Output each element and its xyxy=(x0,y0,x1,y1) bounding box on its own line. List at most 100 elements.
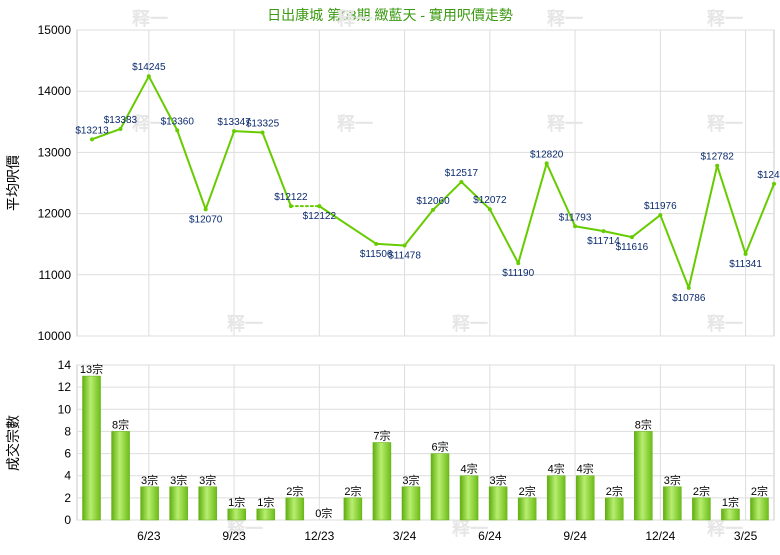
price-line-segment xyxy=(488,208,520,265)
volume-bar xyxy=(575,475,595,521)
watermark-text: 释一 xyxy=(132,114,168,134)
volume-y-tick-label: 8 xyxy=(64,424,71,438)
price-grid xyxy=(77,29,774,337)
volume-data-label: 6宗 xyxy=(431,440,448,454)
price-data-label: $11190 xyxy=(502,268,534,279)
volume-data-label: 2宗 xyxy=(693,484,710,498)
volume-data-label: 2宗 xyxy=(344,484,361,498)
volume-y-tick-label: 0 xyxy=(64,513,71,527)
volume-bar xyxy=(227,508,246,521)
volume-y-tick-label: 14 xyxy=(58,358,72,372)
price-line-segment xyxy=(318,205,378,245)
volume-bar xyxy=(198,486,217,521)
volume-bar xyxy=(372,442,392,521)
price-point xyxy=(431,207,435,212)
watermark-text: 释一 xyxy=(337,114,373,134)
price-line-segment xyxy=(432,180,463,211)
price-y-tick-label: 12000 xyxy=(38,207,72,221)
volume-bar xyxy=(256,508,276,521)
x-tick-label: 12/23 xyxy=(304,529,334,543)
volume-bar xyxy=(750,497,769,521)
price-point xyxy=(516,261,521,266)
price-point xyxy=(288,204,293,209)
volume-bar xyxy=(140,486,159,521)
price-point xyxy=(715,163,720,168)
price-point xyxy=(260,130,265,135)
volume-data-label: 3宗 xyxy=(141,473,158,487)
volume-y-tick-label: 6 xyxy=(64,447,71,461)
price-line-segment xyxy=(375,242,406,247)
price-data-label: $11976 xyxy=(644,201,677,212)
price-panel-frame xyxy=(76,29,775,337)
price-line-segment xyxy=(602,230,633,239)
volume-bar xyxy=(111,431,130,521)
price-data-label: $13347 xyxy=(217,117,251,128)
price-point xyxy=(203,207,208,212)
watermark-text: 释一 xyxy=(452,314,488,334)
price-y-tick-label: 14000 xyxy=(38,84,72,98)
volume-bar xyxy=(663,486,682,521)
volume-panel: 释一 释一 释一 0 2 4 6 8 10 12 14 13宗 8宗 3宗 3宗 3宗 1宗 1宗 2宗 0宗 2宗… xyxy=(5,358,775,543)
volume-data-label: 3宗 xyxy=(402,473,419,487)
price-data-label: $14245 xyxy=(132,62,166,73)
volume-bar xyxy=(459,475,479,521)
volume-data-labels: 13宗 8宗 3宗 3宗 3宗 1宗 1宗 2宗 0宗 2宗 7宗 3宗 6宗 4宗 3宗 2宗 4宗 4宗 2宗 8… xyxy=(80,362,768,520)
chart-title: 日出康城 第03期 緻藍天 - 實用呎價走勢 xyxy=(267,7,513,23)
price-data-label: $12122 xyxy=(303,211,337,222)
volume-bar xyxy=(343,497,363,521)
price-line-segment xyxy=(545,162,577,228)
volume-bar xyxy=(82,375,101,521)
price-data-label: $11478 xyxy=(388,251,421,262)
price-point xyxy=(374,241,379,246)
volume-data-label: 4宗 xyxy=(461,462,478,476)
price-line-segment xyxy=(233,130,264,134)
price-line-segment xyxy=(659,214,690,289)
volume-bar xyxy=(692,497,711,521)
price-point xyxy=(402,243,407,248)
price-data-label: $11506 xyxy=(360,249,393,260)
price-line-segment xyxy=(204,130,236,211)
x-tick-label: 9/23 xyxy=(222,529,246,543)
price-data-label: $11793 xyxy=(559,212,592,223)
price-data-label: $11616 xyxy=(616,242,649,253)
price-data-label: $11341 xyxy=(729,259,762,270)
price-data-label: $12517 xyxy=(445,168,479,179)
price-line-segment xyxy=(147,75,179,132)
volume-data-label: 1宗 xyxy=(722,495,739,509)
volume-bar xyxy=(546,475,566,521)
watermark-text: 释一 xyxy=(132,9,168,29)
volume-bars xyxy=(82,375,769,521)
watermark-text: 释一 xyxy=(707,519,743,539)
watermark-text: 释一 xyxy=(547,114,583,134)
volume-bar xyxy=(169,486,188,521)
watermark-text: 释一 xyxy=(452,519,488,539)
watermark-text: 释一 xyxy=(707,314,743,334)
volume-bar xyxy=(517,497,537,521)
volume-panel-frame xyxy=(76,364,775,521)
price-line-segment xyxy=(687,164,719,289)
price-data-label: $13383 xyxy=(104,115,138,126)
price-point xyxy=(146,74,151,79)
volume-data-label: 2宗 xyxy=(519,484,536,498)
volume-data-label: 13宗 xyxy=(80,362,103,376)
price-y-tick-label: 11000 xyxy=(39,268,72,282)
price-point xyxy=(573,224,578,229)
price-data-label: $13325 xyxy=(246,119,280,130)
price-point xyxy=(175,128,180,133)
price-data-label: $12070 xyxy=(189,214,223,225)
price-data-label: $13213 xyxy=(75,125,109,136)
price-data-label: $12820 xyxy=(530,149,564,160)
watermark-text: 释一 xyxy=(337,9,373,29)
watermark-text: 释一 xyxy=(707,114,743,134)
volume-data-label: 3宗 xyxy=(490,473,507,487)
price-point xyxy=(317,204,322,209)
watermark-text: 释一 xyxy=(547,9,583,29)
volume-data-label: 2宗 xyxy=(751,484,768,498)
price-data-label: $11714 xyxy=(587,236,620,247)
price-point xyxy=(459,179,464,184)
volume-bar xyxy=(401,486,421,521)
price-line-segment xyxy=(403,208,434,247)
volume-y-ticks: 0 2 4 6 8 10 12 14 xyxy=(58,358,72,527)
volume-y-tick-label: 2 xyxy=(64,491,71,505)
